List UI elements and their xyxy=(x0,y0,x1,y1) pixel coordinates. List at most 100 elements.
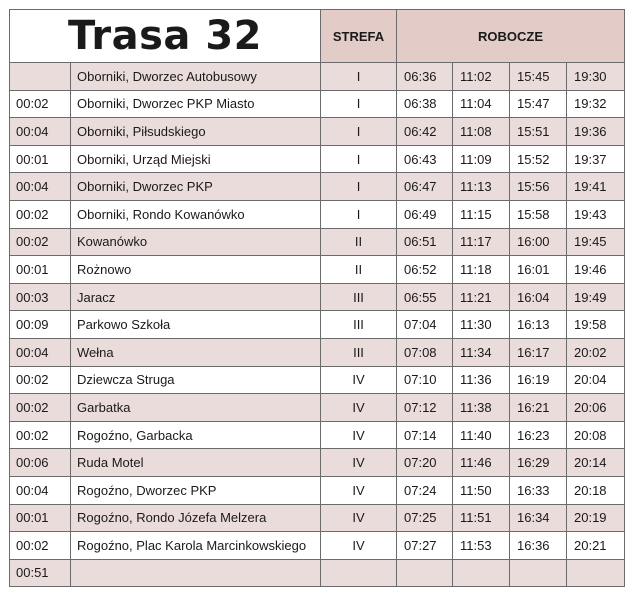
departure-time: 20:18 xyxy=(566,475,625,505)
departure-time: 11:30 xyxy=(452,310,510,339)
stop-row: 00:02 Rogoźno, Garbacka IV 07:14 11:40 16:23 2… xyxy=(9,420,625,450)
departure-time: 16:19 xyxy=(509,365,567,395)
header-row: Trasa 32 STREFA ROBOCZE xyxy=(9,9,625,63)
weekday-header: ROBOCZE xyxy=(396,9,625,63)
stop-name: Ruda Motel xyxy=(70,448,321,477)
departure-time: 06:47 xyxy=(396,172,453,201)
departure-time: 06:38 xyxy=(396,89,453,119)
departure-time: 19:46 xyxy=(566,255,625,284)
travel-offset: 00:02 xyxy=(9,227,71,257)
stop-row: 00:01 Rożnowo II 06:52 11:18 16:01 19:46 xyxy=(9,255,625,284)
stop-row: 00:03 Jaracz III 06:55 11:21 16:04 19:49 xyxy=(9,282,625,312)
departure-time: 07:04 xyxy=(396,310,453,339)
route-title: Trasa 32 xyxy=(9,9,321,63)
timetable: Trasa 32 STREFA ROBOCZE Oborniki, Dworze… xyxy=(9,9,625,588)
stop-name: Rogoźno, Rondo Józefa Melzera xyxy=(70,503,321,533)
departure-time: 07:27 xyxy=(396,531,453,560)
stop-row: 00:02 Kowanówko II 06:51 11:17 16:00 19:45 xyxy=(9,227,625,257)
travel-offset: 00:02 xyxy=(9,531,71,560)
departure-time: 11:38 xyxy=(452,393,510,422)
stop-name: Oborniki, Dworzec PKP Miasto xyxy=(70,89,321,119)
departure-time: 11:02 xyxy=(452,62,510,91)
departure-time: 07:24 xyxy=(396,475,453,505)
stop-name: Parkowo Szkoła xyxy=(70,310,321,339)
departure-time: 16:36 xyxy=(509,531,567,560)
departure-time: 16:33 xyxy=(509,475,567,505)
departure-time: 06:51 xyxy=(396,227,453,257)
departure-time: 15:45 xyxy=(509,62,567,91)
departure-time: 16:00 xyxy=(509,227,567,257)
departure-time: 19:43 xyxy=(566,199,625,229)
stop-name: Jaracz xyxy=(70,282,321,312)
stop-row: 00:02 Dziewcza Struga IV 07:10 11:36 16:19 20:… xyxy=(9,365,625,395)
departure-time: 11:18 xyxy=(452,255,510,284)
departure-time: 19:32 xyxy=(566,89,625,119)
travel-offset: 00:01 xyxy=(9,503,71,533)
departure-time: 11:08 xyxy=(452,117,510,146)
travel-offset xyxy=(9,62,71,91)
stop-name: Rożnowo xyxy=(70,255,321,284)
travel-offset: 00:04 xyxy=(9,117,71,146)
departure-time xyxy=(509,558,567,588)
stop-row: 00:01 Rogoźno, Rondo Józefa Melzera IV 07:2… xyxy=(9,503,625,533)
departure-time: 20:04 xyxy=(566,365,625,395)
departure-time: 15:52 xyxy=(509,144,567,174)
zone-value: I xyxy=(320,117,397,146)
stop-name: Dziewcza Struga xyxy=(70,365,321,395)
zone-value: III xyxy=(320,282,397,312)
zone-value: IV xyxy=(320,420,397,450)
departure-time: 11:17 xyxy=(452,227,510,257)
departure-time: 07:10 xyxy=(396,365,453,395)
departure-time: 15:51 xyxy=(509,117,567,146)
travel-offset: 00:09 xyxy=(9,310,71,339)
zone-value: IV xyxy=(320,531,397,560)
stop-row: 00:04 Rogoźno, Dworzec PKP IV 07:24 11:50 16:… xyxy=(9,475,625,505)
stop-name: Garbatka xyxy=(70,393,321,422)
departure-time: 11:09 xyxy=(452,144,510,174)
departure-time: 19:41 xyxy=(566,172,625,201)
travel-offset: 00:03 xyxy=(9,282,71,312)
departure-time: 16:13 xyxy=(509,310,567,339)
stop-row: 00:06 Ruda Motel IV 07:20 11:46 16:29 20:14 xyxy=(9,448,625,477)
departure-time: 06:52 xyxy=(396,255,453,284)
stop-name: Oborniki, Dworzec Autobusowy xyxy=(70,62,321,91)
travel-offset: 00:02 xyxy=(9,199,71,229)
departure-time: 16:21 xyxy=(509,393,567,422)
stop-row: 00:04 Oborniki, Dworzec PKP I 06:47 11:13 15:… xyxy=(9,172,625,201)
departure-time: 06:55 xyxy=(396,282,453,312)
stop-row: 00:02 Rogoźno, Plac Karola Marcinkowskieg… xyxy=(9,531,625,560)
departure-time: 20:06 xyxy=(566,393,625,422)
departure-time: 15:56 xyxy=(509,172,567,201)
zone-value: I xyxy=(320,62,397,91)
departure-time: 19:49 xyxy=(566,282,625,312)
travel-offset: 00:02 xyxy=(9,89,71,119)
departure-time: 06:49 xyxy=(396,199,453,229)
departure-time: 20:08 xyxy=(566,420,625,450)
departure-time: 19:58 xyxy=(566,310,625,339)
travel-offset: 00:04 xyxy=(9,475,71,505)
travel-offset: 00:01 xyxy=(9,255,71,284)
zone-value: II xyxy=(320,255,397,284)
zone-value: IV xyxy=(320,475,397,505)
zone-value: IV xyxy=(320,503,397,533)
departure-time: 06:42 xyxy=(396,117,453,146)
stop-name: Oborniki, Urząd Miejski xyxy=(70,144,321,174)
departure-time xyxy=(452,558,510,588)
departure-time: 11:50 xyxy=(452,475,510,505)
stop-name: Oborniki, Rondo Kowanówko xyxy=(70,199,321,229)
departure-time: 16:29 xyxy=(509,448,567,477)
departure-time: 07:25 xyxy=(396,503,453,533)
departure-time: 20:02 xyxy=(566,337,625,367)
travel-offset: 00:02 xyxy=(9,365,71,395)
zone-value: I xyxy=(320,172,397,201)
departure-time: 11:46 xyxy=(452,448,510,477)
departure-time: 11:21 xyxy=(452,282,510,312)
departure-time: 19:30 xyxy=(566,62,625,91)
departure-time: 16:01 xyxy=(509,255,567,284)
departure-time: 19:45 xyxy=(566,227,625,257)
departure-time: 16:04 xyxy=(509,282,567,312)
departure-time: 11:51 xyxy=(452,503,510,533)
departure-time: 07:14 xyxy=(396,420,453,450)
departure-time: 15:47 xyxy=(509,89,567,119)
zone-value: III xyxy=(320,310,397,339)
